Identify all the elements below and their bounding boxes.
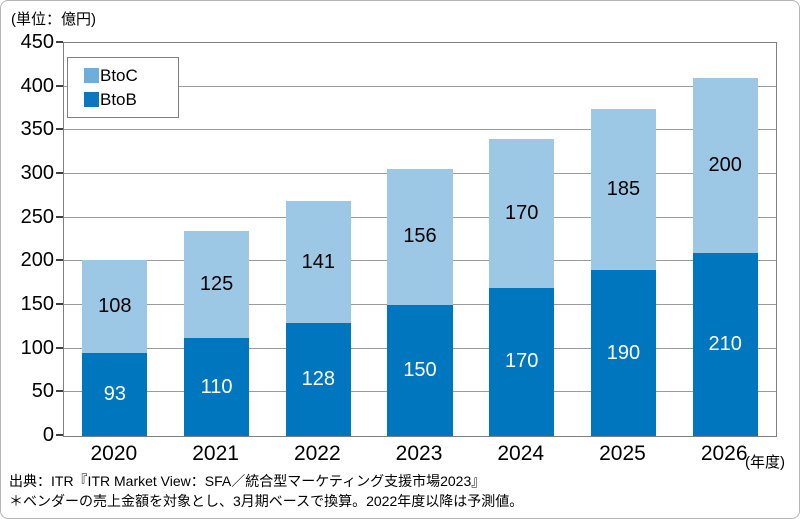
stacked-bar: 125 110: [184, 230, 250, 436]
legend-box: BtoC BtoB: [67, 57, 179, 118]
btob-value-label: 150: [403, 358, 437, 381]
bar-column: 156 150: [369, 43, 471, 436]
y-tick-label: 250: [20, 205, 54, 228]
y-tick: [56, 434, 63, 436]
btoc-swatch-icon: [84, 68, 99, 83]
btob-value-label: 110: [200, 375, 233, 398]
x-axis-label: 2022: [293, 442, 341, 465]
btoc-segment: 141: [285, 201, 351, 324]
x-axis-label: 2024: [497, 442, 545, 465]
plot-area: 108 93 125 110 141 128 156 150 170 170 185 190 200 21…: [63, 42, 777, 437]
btoc-segment: 185: [590, 108, 656, 271]
y-tick: [56, 215, 63, 218]
btoc-value-label: 125: [199, 273, 234, 296]
y-tick-label: 100: [20, 336, 54, 359]
btoc-segment: 170: [489, 139, 555, 288]
legend-label: BtoC: [100, 66, 138, 85]
stacked-bar: 156 150: [387, 168, 453, 436]
btoc-value-label: 156: [403, 225, 437, 248]
y-tick-label: 200: [20, 249, 54, 272]
x-axis-label: 2021: [192, 442, 239, 465]
btoc-segment: 108: [82, 260, 148, 354]
btob-segment: 170: [489, 287, 555, 437]
note-text: ＊ベンダーの売上金額を対象とし、3月期ベースで換算。2022年度以降は予測値。: [9, 493, 524, 509]
btoc-segment: 200: [692, 77, 758, 254]
btoc-value-label: 185: [606, 177, 641, 200]
btoc-value-label: 170: [505, 201, 539, 224]
legend-label: BtoB: [100, 90, 137, 109]
btob-segment: 210: [692, 253, 758, 436]
btob-value-label: 170: [505, 350, 539, 373]
btob-segment: 110: [184, 338, 250, 436]
y-tick: [56, 346, 63, 349]
y-tick-label: 50: [31, 380, 54, 403]
stacked-bar: 108 93: [82, 260, 148, 436]
bar-column: 185 190: [573, 43, 675, 436]
year-axis-unit-label: (年度): [745, 454, 785, 471]
y-tick: [56, 303, 63, 305]
stacked-bar: 185 190: [590, 108, 656, 436]
bar-layer: 108 93 125 110 141 128 156 150 170 170 185 190 200 21…: [64, 43, 776, 437]
source-text: 出典：ITR『ITR Market View：SFA／統合型マーケティング支援市…: [9, 473, 486, 489]
y-tick: [56, 41, 63, 43]
btob-segment: 128: [285, 323, 351, 436]
y-tick-label: 350: [20, 118, 54, 141]
btob-swatch-icon: [84, 92, 99, 107]
btob-segment: 190: [590, 270, 656, 436]
btoc-value-label: 200: [708, 154, 742, 177]
btob-segment: 93: [82, 353, 148, 436]
unit-label: (単位：億円): [11, 11, 96, 28]
bar-column: 170 170: [471, 43, 573, 437]
stacked-bar: 200 210: [692, 77, 758, 436]
y-tick-label: 300: [20, 162, 54, 184]
x-axis-label: 2026: [700, 442, 748, 465]
btob-value-label: 128: [301, 368, 335, 391]
y-tick: [56, 172, 63, 174]
y-tick: [56, 390, 63, 393]
bar-column: 141 128: [267, 43, 369, 436]
x-axis-label: 2023: [395, 442, 443, 465]
legend-item-btob: BtoB: [84, 91, 178, 108]
x-axis-label: 2020: [90, 442, 138, 465]
stacked-bar: 170 170: [489, 139, 555, 437]
btoc-value-label: 141: [301, 250, 335, 273]
y-tick-label: 0: [42, 424, 54, 446]
y-tick: [56, 128, 63, 131]
y-tick-label: 450: [20, 31, 54, 53]
bar-column: 200 210: [674, 43, 776, 436]
legend-item-btoc: BtoC: [84, 67, 178, 84]
footer: 出典：ITR『ITR Market View：SFA／統合型マーケティング支援市…: [9, 471, 523, 511]
btob-value-label: 190: [606, 341, 641, 364]
y-tick-label: 400: [20, 74, 54, 97]
btob-value-label: 93: [103, 383, 126, 406]
gridline: [64, 129, 776, 131]
y-tick-label: 150: [20, 293, 54, 315]
btoc-segment: 156: [387, 168, 453, 305]
bar-column: 108 93: [64, 43, 166, 436]
bar-column: 125 110: [166, 43, 268, 436]
btob-segment: 150: [387, 304, 453, 436]
gridline: [64, 85, 776, 87]
btoc-segment: 125: [184, 230, 250, 339]
x-axis-labels: 2020 2021 2022 2023 2024 2025 2026: [63, 442, 775, 466]
stacked-bar: 141 128: [285, 201, 351, 436]
x-axis-label: 2025: [599, 442, 646, 465]
y-tick: [56, 259, 63, 262]
btoc-value-label: 108: [98, 295, 132, 318]
btob-value-label: 210: [708, 333, 742, 356]
y-tick: [56, 84, 63, 87]
